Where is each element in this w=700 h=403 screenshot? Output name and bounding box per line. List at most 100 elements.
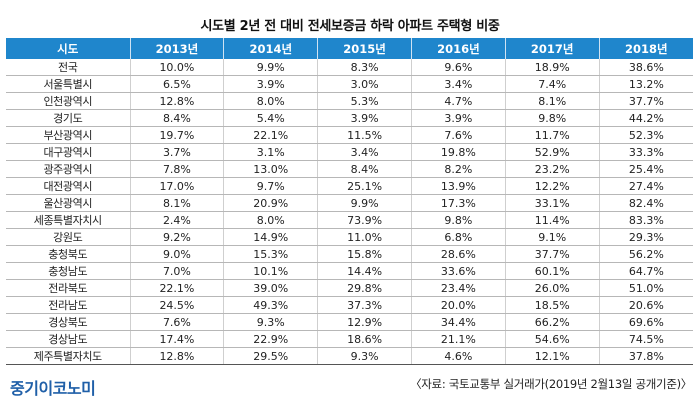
- percentage-cell: 9.3%: [223, 313, 318, 331]
- percentage-cell: 8.2%: [410, 160, 506, 178]
- region-cell: 강원도: [6, 228, 130, 246]
- percentage-cell: 56.2%: [598, 245, 693, 263]
- percentage-cell: 9.0%: [129, 245, 224, 263]
- region-cell: 인천광역시: [6, 92, 130, 110]
- percentage-cell: 9.8%: [504, 109, 600, 127]
- table-row: 대전광역시 17.0% 9.7% 25.1% 13.9% 12.2% 27.4%: [6, 177, 693, 195]
- table-row: 울산광역시 8.1% 20.9% 9.9% 17.3% 33.1% 82.4%: [6, 194, 693, 212]
- table-row: 제주특별자치도 12.8% 29.5% 9.3% 4.6% 12.1% 37.8%: [6, 347, 693, 365]
- percentage-cell: 8.0%: [223, 92, 318, 110]
- percentage-cell: 29.3%: [598, 228, 693, 246]
- percentage-cell: 15.3%: [223, 245, 318, 263]
- percentage-cell: 60.1%: [504, 262, 600, 280]
- region-cell: 울산광역시: [6, 194, 130, 212]
- percentage-cell: 3.1%: [223, 143, 318, 161]
- percentage-cell: 7.4%: [504, 75, 600, 93]
- column-header-year: 2015년: [317, 38, 412, 59]
- column-header-year: 2014년: [223, 38, 318, 59]
- percentage-cell: 11.4%: [504, 211, 600, 229]
- percentage-cell: 15.8%: [317, 245, 412, 263]
- percentage-cell: 14.9%: [223, 228, 318, 246]
- table-row: 경상북도 7.6% 9.3% 12.9% 34.4% 66.2% 69.6%: [6, 313, 693, 331]
- table-row: 광주광역시 7.8% 13.0% 8.4% 8.2% 23.2% 25.4%: [6, 160, 693, 178]
- table-row: 전라남도 24.5% 49.3% 37.3% 20.0% 18.5% 20.6%: [6, 296, 693, 314]
- percentage-cell: 8.4%: [317, 160, 412, 178]
- header-row: 시도 2013년 2014년 2015년 2016년 2017년 2018년: [6, 38, 693, 59]
- percentage-cell: 13.2%: [598, 75, 693, 93]
- table-row: 인천광역시 12.8% 8.0% 5.3% 4.7% 8.1% 37.7%: [6, 92, 693, 110]
- column-header-region: 시도: [6, 38, 130, 59]
- data-table: 시도 2013년 2014년 2015년 2016년 2017년 2018년 전국 10.0%…: [6, 38, 693, 365]
- percentage-cell: 8.1%: [129, 194, 224, 212]
- percentage-cell: 17.0%: [129, 177, 224, 195]
- percentage-cell: 19.7%: [129, 126, 224, 144]
- region-cell: 제주특별자치도: [6, 347, 130, 365]
- table-row: 전라북도 22.1% 39.0% 29.8% 23.4% 26.0% 51.0%: [6, 279, 693, 297]
- region-cell: 경상남도: [6, 330, 130, 348]
- table-row: 서울특별시 6.5% 3.9% 3.0% 3.4% 7.4% 13.2%: [6, 75, 693, 93]
- percentage-cell: 2.4%: [129, 211, 224, 229]
- table-row: 충청북도 9.0% 15.3% 15.8% 28.6% 37.7% 56.2%: [6, 245, 693, 263]
- percentage-cell: 7.6%: [410, 126, 506, 144]
- percentage-cell: 66.2%: [504, 313, 600, 331]
- percentage-cell: 34.4%: [410, 313, 506, 331]
- percentage-cell: 64.7%: [598, 262, 693, 280]
- percentage-cell: 17.3%: [410, 194, 506, 212]
- region-cell: 대전광역시: [6, 177, 130, 195]
- percentage-cell: 73.9%: [317, 211, 412, 229]
- percentage-cell: 13.0%: [223, 160, 318, 178]
- table-row: 대구광역시 3.7% 3.1% 3.4% 19.8% 52.9% 33.3%: [6, 143, 693, 161]
- table-row: 경상남도 17.4% 22.9% 18.6% 21.1% 54.6% 74.5%: [6, 330, 693, 348]
- percentage-cell: 33.6%: [410, 262, 506, 280]
- percentage-cell: 3.9%: [410, 109, 506, 127]
- percentage-cell: 3.4%: [317, 143, 412, 161]
- region-cell: 부산광역시: [6, 126, 130, 144]
- percentage-cell: 9.7%: [223, 177, 318, 195]
- percentage-cell: 33.1%: [504, 194, 600, 212]
- percentage-cell: 74.5%: [598, 330, 693, 348]
- percentage-cell: 5.4%: [223, 109, 318, 127]
- percentage-cell: 7.6%: [129, 313, 224, 331]
- percentage-cell: 11.0%: [317, 228, 412, 246]
- percentage-cell: 3.9%: [317, 109, 412, 127]
- percentage-cell: 14.4%: [317, 262, 412, 280]
- percentage-cell: 37.3%: [317, 296, 412, 314]
- percentage-cell: 9.1%: [504, 228, 600, 246]
- percentage-cell: 29.5%: [223, 347, 318, 365]
- percentage-cell: 8.1%: [504, 92, 600, 110]
- region-cell: 세종특별자치시: [6, 211, 130, 229]
- percentage-cell: 37.7%: [598, 92, 693, 110]
- percentage-cell: 11.5%: [317, 126, 412, 144]
- percentage-cell: 12.1%: [504, 347, 600, 365]
- table-row: 부산광역시 19.7% 22.1% 11.5% 7.6% 11.7% 52.3%: [6, 126, 693, 144]
- percentage-cell: 20.6%: [598, 296, 693, 314]
- region-cell: 전라북도: [6, 279, 130, 297]
- percentage-cell: 54.6%: [504, 330, 600, 348]
- table-row: 충청남도 7.0% 10.1% 14.4% 33.6% 60.1% 64.7%: [6, 262, 693, 280]
- percentage-cell: 3.0%: [317, 75, 412, 93]
- table-body: 전국 10.0% 9.9% 8.3% 9.6% 18.9% 38.6% 서울특별시 6.5% 3.…: [6, 59, 693, 365]
- percentage-cell: 51.0%: [598, 279, 693, 297]
- region-cell: 전국: [6, 59, 130, 76]
- column-header-year: 2013년: [129, 38, 224, 59]
- column-header-year: 2016년: [410, 38, 506, 59]
- percentage-cell: 9.8%: [410, 211, 506, 229]
- percentage-cell: 6.5%: [129, 75, 224, 93]
- region-cell: 서울특별시: [6, 75, 130, 93]
- percentage-cell: 9.3%: [317, 347, 412, 365]
- percentage-cell: 18.5%: [504, 296, 600, 314]
- percentage-cell: 39.0%: [223, 279, 318, 297]
- percentage-cell: 9.6%: [410, 59, 506, 76]
- percentage-cell: 20.0%: [410, 296, 506, 314]
- percentage-cell: 19.8%: [410, 143, 506, 161]
- column-header-year: 2017년: [504, 38, 600, 59]
- brand-logo: 중기이코노미: [10, 379, 96, 398]
- percentage-cell: 25.1%: [317, 177, 412, 195]
- percentage-cell: 69.6%: [598, 313, 693, 331]
- percentage-cell: 18.9%: [504, 59, 600, 76]
- percentage-cell: 6.8%: [410, 228, 506, 246]
- percentage-cell: 13.9%: [410, 177, 506, 195]
- table-row: 전국 10.0% 9.9% 8.3% 9.6% 18.9% 38.6%: [6, 59, 693, 76]
- percentage-cell: 8.0%: [223, 211, 318, 229]
- percentage-cell: 27.4%: [598, 177, 693, 195]
